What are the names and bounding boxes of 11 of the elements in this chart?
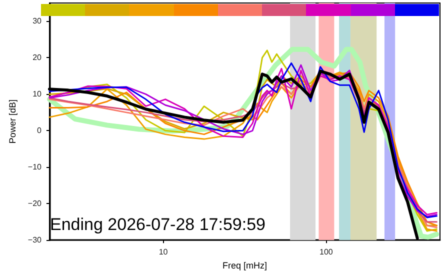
y-tick-label: 0	[37, 126, 42, 136]
y-axis-title: Power [dB]	[8, 100, 18, 144]
y-tick-label: −30	[28, 236, 42, 245]
y-tick-label: 10	[32, 90, 42, 99]
annotation: Ending 2026-07-28 17:59:59	[50, 215, 266, 234]
x-axis-title: Freq [mHz]	[222, 260, 267, 270]
y-tick-label: −20	[28, 199, 42, 208]
y-tick-label: 30	[32, 16, 42, 26]
x-tick-label: 100	[319, 248, 334, 257]
y-tick-label: −10	[28, 162, 42, 172]
y-tick-label: 20	[32, 53, 42, 62]
